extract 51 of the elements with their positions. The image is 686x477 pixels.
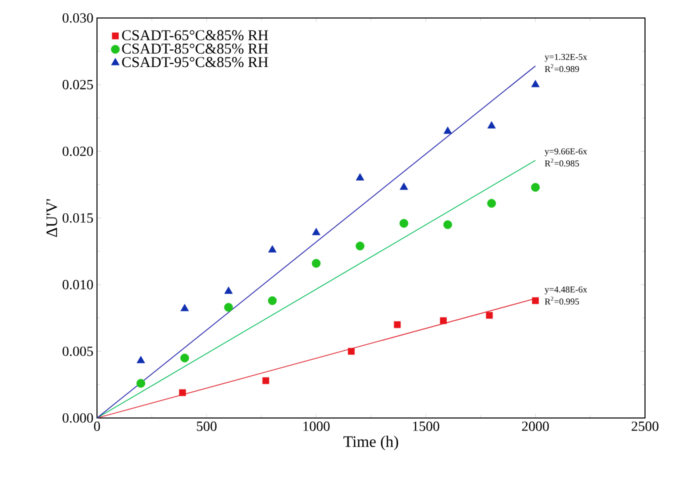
x-tick-label: 500	[196, 422, 217, 431]
annotation: R$^{2}$=0.985	[544, 158, 579, 166]
annotation: y=9.66E-6x	[544, 148, 588, 156]
point	[268, 296, 277, 306]
point	[486, 312, 493, 319]
point	[179, 389, 186, 396]
y-tick-label: 0.000	[62, 413, 93, 423]
point	[531, 182, 540, 192]
point	[531, 80, 540, 88]
point	[356, 242, 364, 250]
y-tick-label: 0.030	[62, 13, 93, 23]
point	[224, 286, 233, 294]
point	[487, 198, 496, 208]
annotation: R$^{2}$=0.989	[544, 64, 579, 72]
point	[312, 228, 320, 236]
point	[136, 356, 146, 364]
x-tick-label: 2500	[632, 422, 658, 431]
point	[443, 220, 452, 230]
x-tick-label: 1500	[413, 422, 440, 431]
point	[532, 297, 539, 304]
point	[262, 377, 270, 384]
annotation: R$^{2}$=0.995	[544, 296, 579, 305]
x-axis-title: Time (h)	[343, 436, 398, 450]
point	[356, 173, 364, 180]
y-tick-label: 0.005	[62, 346, 93, 356]
point	[268, 245, 277, 252]
point	[487, 121, 496, 128]
point	[400, 218, 408, 228]
point	[348, 348, 355, 355]
point	[400, 182, 408, 190]
y-tick-label: 0.015	[62, 213, 93, 223]
annotation: y=1.32E-5x	[544, 54, 588, 62]
point	[180, 354, 190, 362]
x-tick-label: 1000	[303, 422, 330, 431]
point	[180, 304, 189, 312]
x-tick-label: 2000	[522, 422, 549, 431]
y-tick-label: 0.025	[62, 80, 93, 90]
y-tick-label: 0.020	[62, 146, 93, 156]
point	[312, 258, 321, 268]
point	[394, 321, 401, 328]
point	[444, 126, 452, 134]
y-axis-title: ΔU'V'	[46, 199, 58, 237]
point	[224, 302, 233, 312]
x-tick-label: 0	[94, 422, 100, 431]
legend-label: CSADT-65°C&85% RH	[122, 30, 268, 40]
y-tick-label: 0.010	[62, 280, 93, 290]
annotation: y=4.48E-6x	[544, 286, 588, 294]
point	[440, 317, 447, 324]
legend-label: CSADT-95°C&85% RH	[122, 57, 268, 68]
legend-label: CSADT-85°C&85% RH	[122, 44, 268, 54]
point	[136, 378, 146, 388]
